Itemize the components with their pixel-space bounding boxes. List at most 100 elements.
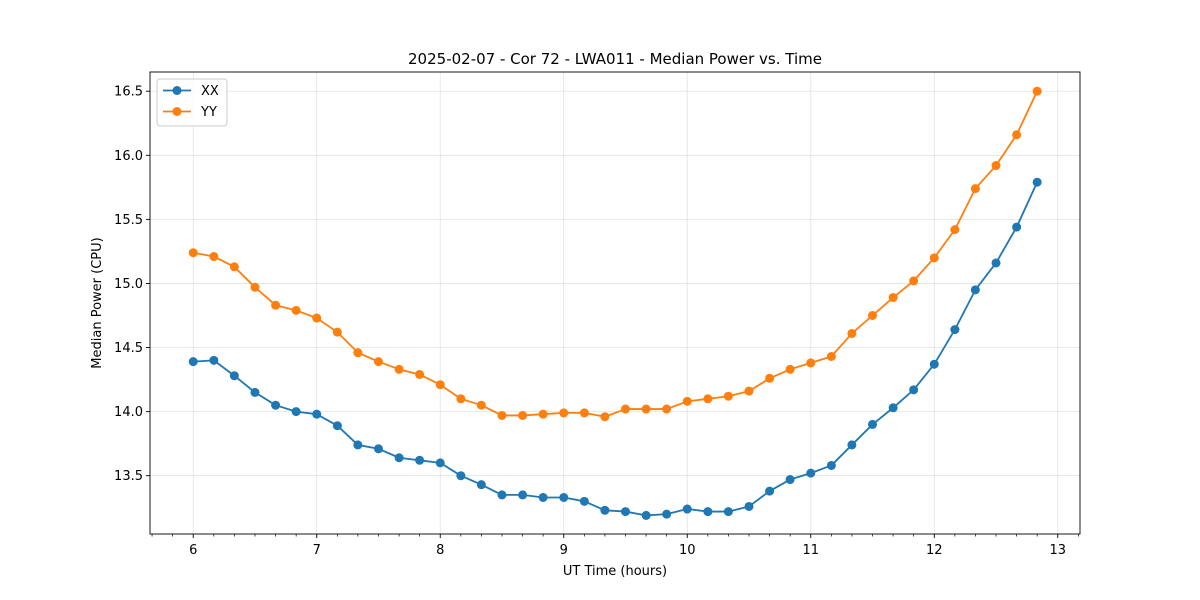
data-point-yy	[1012, 130, 1022, 140]
data-point-xx	[209, 355, 219, 365]
data-point-yy	[373, 357, 383, 367]
x-tick-label: 13	[1049, 543, 1066, 558]
data-point-xx	[868, 419, 878, 429]
data-point-yy	[271, 300, 281, 310]
data-point-xx	[579, 496, 589, 506]
data-point-xx	[806, 468, 816, 478]
data-point-xx	[435, 458, 445, 468]
data-point-yy	[662, 404, 672, 414]
x-tick-label: 10	[679, 543, 696, 558]
data-point-xx	[250, 387, 260, 397]
data-point-yy	[497, 410, 507, 420]
data-point-yy	[312, 313, 322, 323]
data-point-yy	[991, 161, 1001, 171]
x-tick-label: 12	[926, 543, 943, 558]
data-point-xx	[476, 480, 486, 490]
data-point-yy	[621, 404, 630, 414]
data-point-xx	[682, 504, 692, 514]
grid	[150, 72, 1080, 534]
data-point-xx	[291, 407, 301, 417]
data-point-yy	[641, 404, 651, 414]
y-tick-label: 13.5	[114, 469, 143, 484]
y-tick-label: 16.5	[114, 85, 143, 100]
data-point-xx	[332, 421, 342, 431]
data-point-yy	[415, 369, 425, 379]
data-point-yy	[353, 348, 363, 358]
data-point-yy	[826, 352, 836, 361]
data-point-xx	[929, 359, 939, 369]
data-point-xx	[641, 510, 651, 520]
data-point-xx	[621, 507, 630, 517]
y-tick-label: 14.0	[114, 405, 143, 420]
data-point-yy	[744, 386, 754, 396]
data-point-yy	[250, 282, 260, 292]
y-tick-label: 15.0	[114, 277, 143, 292]
data-point-yy	[394, 364, 404, 374]
data-point-xx	[1012, 222, 1022, 232]
x-tick-label: 8	[436, 543, 444, 558]
x-tick-label: 6	[189, 543, 197, 558]
data-point-xx	[600, 505, 610, 515]
legend: XX YY	[156, 78, 228, 127]
plot-frame	[149, 71, 1081, 535]
data-point-xx	[538, 492, 548, 502]
data-point-xx	[662, 509, 672, 519]
data-point-yy	[538, 409, 548, 419]
data-point-yy	[291, 305, 301, 315]
chart-title: 2025-02-07 - Cor 72 - LWA011 - Median Po…	[408, 50, 822, 68]
data-point-yy	[188, 248, 198, 258]
data-point-xx	[991, 258, 1001, 268]
data-point-xx	[723, 507, 733, 517]
data-point-yy	[909, 276, 919, 286]
data-point-yy	[868, 311, 878, 320]
data-point-yy	[929, 253, 939, 263]
data-point-yy	[847, 328, 857, 338]
data-point-yy	[435, 380, 445, 390]
data-point-xx	[970, 285, 980, 295]
data-point-xx	[703, 507, 713, 517]
data-point-xx	[312, 409, 322, 419]
data-point-xx	[785, 475, 795, 485]
data-point-yy	[579, 408, 589, 418]
data-point-yy	[970, 184, 980, 194]
data-point-yy	[229, 262, 239, 272]
data-point-xx	[415, 455, 425, 465]
data-point-yy	[682, 396, 692, 406]
y-tick-label: 16.0	[114, 149, 143, 164]
data-point-yy	[806, 358, 816, 368]
x-tick-label: 7	[313, 543, 321, 558]
data-point-yy	[518, 410, 528, 420]
data-point-xx	[271, 400, 281, 410]
series-layer	[188, 86, 1042, 520]
data-point-yy	[209, 252, 219, 262]
data-point-yy	[332, 327, 342, 337]
data-point-xx	[950, 325, 960, 335]
data-point-yy	[600, 412, 610, 422]
data-point-xx	[456, 471, 466, 481]
legend-label-xx: XX	[201, 84, 219, 99]
x-tick-label: 9	[560, 543, 568, 558]
data-point-xx	[1032, 177, 1042, 187]
y-tick-label: 15.5	[114, 213, 143, 228]
data-point-xx	[559, 492, 569, 502]
data-point-xx	[888, 403, 898, 413]
x-axis-label: UT Time (hours)	[563, 564, 667, 579]
x-tick-label: 11	[802, 543, 819, 558]
data-point-yy	[476, 400, 486, 410]
data-point-xx	[847, 440, 857, 450]
data-point-yy	[888, 293, 898, 303]
data-point-yy	[950, 225, 960, 235]
legend-label-yy: YY	[200, 105, 217, 120]
data-point-xx	[373, 444, 383, 454]
data-point-xx	[188, 357, 198, 367]
data-point-yy	[1032, 86, 1042, 96]
data-point-xx	[229, 371, 239, 381]
y-tick-label: 14.5	[114, 341, 143, 356]
data-point-xx	[909, 385, 919, 395]
y-axis-label: Median Power (CPU)	[90, 237, 105, 368]
data-point-xx	[394, 453, 404, 463]
data-point-xx	[826, 460, 836, 470]
data-point-xx	[744, 501, 754, 511]
data-point-xx	[497, 490, 507, 500]
